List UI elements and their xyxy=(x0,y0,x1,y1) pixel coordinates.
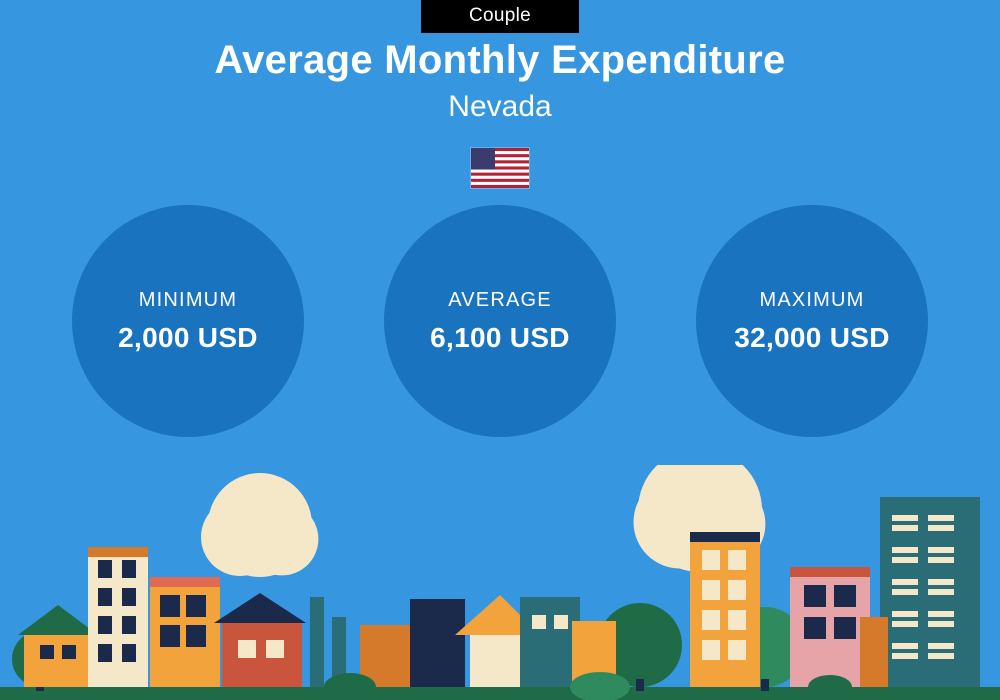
stats-row: MINIMUM 2,000 USD AVERAGE 6,100 USD MAXI… xyxy=(0,205,1000,437)
stat-label: AVERAGE xyxy=(448,289,552,312)
cityscape-illustration xyxy=(0,465,1000,700)
category-badge: Couple xyxy=(421,0,579,33)
us-flag-icon xyxy=(471,148,529,188)
stat-circle-maximum: MAXIMUM 32,000 USD xyxy=(696,205,928,437)
stat-circle-average: AVERAGE 6,100 USD xyxy=(384,205,616,437)
badge-text: Couple xyxy=(469,5,531,26)
stat-value: 2,000 USD xyxy=(118,322,258,354)
stat-label: MINIMUM xyxy=(139,289,237,312)
stat-circle-minimum: MINIMUM 2,000 USD xyxy=(72,205,304,437)
page-title: Average Monthly Expenditure xyxy=(0,38,1000,83)
stat-label: MAXIMUM xyxy=(759,289,864,312)
stat-value: 32,000 USD xyxy=(734,322,890,354)
infographic-canvas: Couple Average Monthly Expenditure Nevad… xyxy=(0,0,1000,700)
subtitle: Nevada xyxy=(0,90,1000,124)
stat-value: 6,100 USD xyxy=(430,322,570,354)
